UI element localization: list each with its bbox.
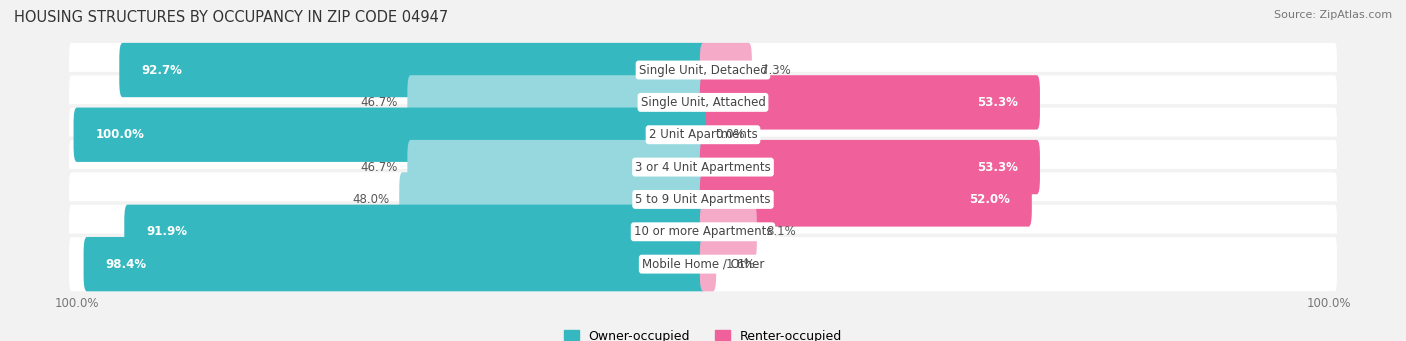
FancyBboxPatch shape [700, 172, 1032, 227]
FancyBboxPatch shape [73, 107, 706, 162]
Text: Single Unit, Attached: Single Unit, Attached [641, 96, 765, 109]
FancyBboxPatch shape [700, 237, 716, 291]
Text: 5 to 9 Unit Apartments: 5 to 9 Unit Apartments [636, 193, 770, 206]
FancyBboxPatch shape [408, 140, 706, 194]
Text: 2 Unit Apartments: 2 Unit Apartments [648, 128, 758, 141]
FancyBboxPatch shape [120, 43, 706, 97]
Text: 98.4%: 98.4% [105, 258, 146, 271]
Legend: Owner-occupied, Renter-occupied: Owner-occupied, Renter-occupied [564, 329, 842, 341]
FancyBboxPatch shape [83, 237, 706, 291]
FancyBboxPatch shape [67, 235, 1339, 293]
FancyBboxPatch shape [67, 138, 1339, 196]
Text: 48.0%: 48.0% [353, 193, 389, 206]
FancyBboxPatch shape [67, 203, 1339, 261]
FancyBboxPatch shape [67, 41, 1339, 99]
Text: 7.3%: 7.3% [761, 63, 792, 76]
Text: Mobile Home / Other: Mobile Home / Other [641, 258, 765, 271]
Text: 1.6%: 1.6% [725, 258, 755, 271]
Text: 52.0%: 52.0% [969, 193, 1010, 206]
FancyBboxPatch shape [124, 205, 706, 259]
Text: 91.9%: 91.9% [146, 225, 187, 238]
FancyBboxPatch shape [700, 43, 752, 97]
Text: 46.7%: 46.7% [360, 96, 398, 109]
Text: 92.7%: 92.7% [141, 63, 181, 76]
Text: 46.7%: 46.7% [360, 161, 398, 174]
Text: 0.0%: 0.0% [716, 128, 745, 141]
FancyBboxPatch shape [67, 170, 1339, 228]
FancyBboxPatch shape [408, 75, 706, 130]
Text: 53.3%: 53.3% [977, 96, 1018, 109]
Text: Single Unit, Detached: Single Unit, Detached [638, 63, 768, 76]
FancyBboxPatch shape [399, 172, 706, 227]
FancyBboxPatch shape [67, 106, 1339, 164]
FancyBboxPatch shape [67, 74, 1339, 131]
FancyBboxPatch shape [700, 75, 1040, 130]
FancyBboxPatch shape [700, 205, 756, 259]
Text: 10 or more Apartments: 10 or more Apartments [634, 225, 772, 238]
Text: 53.3%: 53.3% [977, 161, 1018, 174]
FancyBboxPatch shape [700, 140, 1040, 194]
Text: HOUSING STRUCTURES BY OCCUPANCY IN ZIP CODE 04947: HOUSING STRUCTURES BY OCCUPANCY IN ZIP C… [14, 10, 449, 25]
Text: 3 or 4 Unit Apartments: 3 or 4 Unit Apartments [636, 161, 770, 174]
Text: 100.0%: 100.0% [96, 128, 145, 141]
Text: Source: ZipAtlas.com: Source: ZipAtlas.com [1274, 10, 1392, 20]
Text: 8.1%: 8.1% [766, 225, 796, 238]
